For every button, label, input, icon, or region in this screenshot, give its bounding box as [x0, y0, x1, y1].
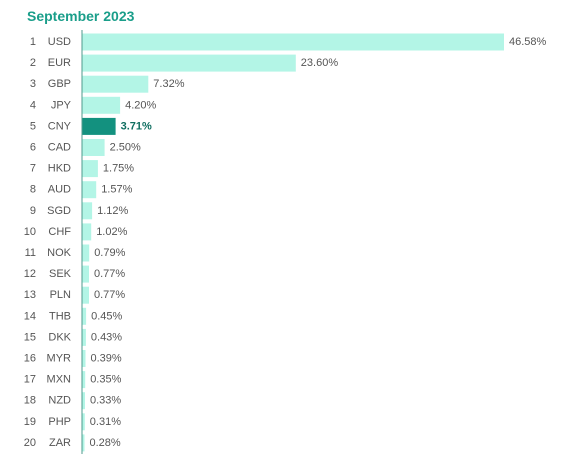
category-label: NZD [48, 395, 71, 407]
rank-label: 10 [24, 226, 36, 238]
category-label: THB [49, 310, 71, 322]
category-label: MXN [47, 374, 72, 386]
bar-cad [82, 139, 105, 156]
category-label: DKK [48, 331, 71, 343]
category-label: CAD [48, 142, 71, 154]
value-label: 46.58% [509, 36, 547, 48]
value-label: 3.71% [121, 120, 152, 132]
rank-label: 13 [24, 289, 36, 301]
value-label: 0.39% [91, 353, 122, 365]
bar-aud [82, 181, 97, 199]
rank-label: 12 [24, 268, 36, 280]
value-label: 23.60% [301, 57, 339, 69]
bar-mxn [82, 371, 86, 389]
rank-label: 4 [30, 99, 36, 111]
category-label: EUR [48, 57, 71, 69]
bar-thb [82, 307, 87, 325]
bar-usd [82, 33, 504, 51]
rank-label: 1 [30, 36, 36, 48]
bar-cny [82, 117, 116, 135]
rank-label: 15 [24, 331, 36, 343]
value-label: 0.79% [94, 247, 125, 259]
rank-label: 20 [24, 437, 36, 449]
category-label: AUD [48, 184, 71, 196]
rank-label: 14 [24, 310, 36, 322]
bar-zar [82, 434, 85, 452]
category-label: NOK [47, 247, 72, 259]
category-label: PHP [48, 416, 71, 428]
chart-title: September 2023 [27, 8, 135, 24]
rank-label: 16 [24, 353, 36, 365]
category-label: PLN [50, 289, 71, 301]
rank-label: 6 [30, 142, 36, 154]
value-label: 1.02% [96, 226, 127, 238]
value-label: 0.31% [90, 416, 121, 428]
rank-label: 7 [30, 163, 36, 175]
value-label: 0.45% [91, 310, 122, 322]
rank-label: 2 [30, 57, 36, 69]
category-label: JPY [51, 99, 72, 111]
value-label: 0.28% [90, 437, 121, 449]
bar-chf [82, 223, 92, 241]
bar-gbp [82, 75, 149, 93]
bar-dkk [82, 328, 86, 346]
value-label: 0.77% [94, 289, 125, 301]
value-label: 0.35% [90, 374, 121, 386]
category-label: CHF [48, 226, 71, 238]
value-label: 4.20% [125, 99, 156, 111]
category-label: MYR [47, 353, 72, 365]
rank-label: 3 [30, 78, 36, 90]
bar-sgd [82, 202, 93, 220]
value-label: 1.75% [103, 163, 134, 175]
bar-nzd [82, 392, 85, 410]
value-label: 2.50% [110, 142, 141, 154]
rank-label: 19 [24, 416, 36, 428]
rank-label: 5 [30, 120, 36, 132]
value-label: 7.32% [153, 78, 184, 90]
bar-myr [82, 350, 86, 367]
value-label: 0.77% [94, 268, 125, 280]
bar-jpy [82, 96, 121, 114]
rank-label: 8 [30, 184, 36, 196]
value-label: 1.57% [101, 184, 132, 196]
value-label: 0.43% [91, 331, 122, 343]
bar-php [82, 413, 85, 431]
category-label: GBP [48, 78, 71, 90]
value-label: 0.33% [90, 395, 121, 407]
category-label: HKD [48, 163, 71, 175]
value-label: 1.12% [97, 205, 128, 217]
category-label: SEK [49, 268, 72, 280]
category-label: CNY [48, 120, 72, 132]
rank-label: 9 [30, 205, 36, 217]
bar-pln [82, 286, 89, 304]
bar-sek [82, 265, 89, 283]
rank-label: 11 [25, 247, 36, 259]
bar-eur [82, 54, 296, 72]
rank-label: 18 [24, 395, 36, 407]
rank-label: 17 [24, 374, 36, 386]
category-label: ZAR [49, 437, 71, 449]
bar-hkd [82, 160, 98, 178]
bar-nok [82, 244, 90, 262]
category-label: USD [48, 36, 71, 48]
category-label: SGD [47, 205, 71, 217]
